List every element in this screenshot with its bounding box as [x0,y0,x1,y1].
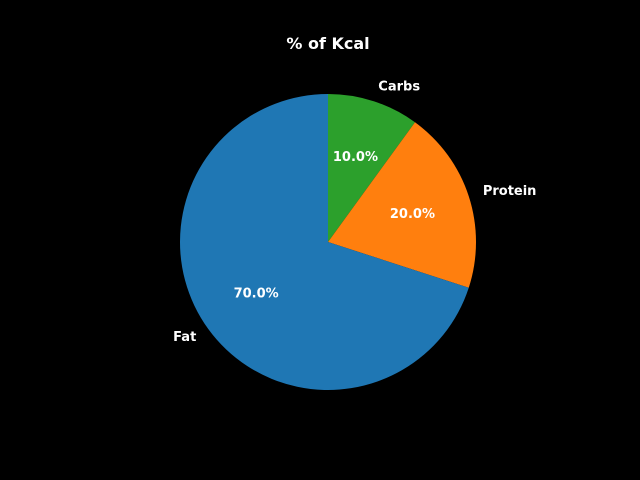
slice-label-protein: Protein [483,184,537,199]
slice-label-carbs: Carbs [378,80,420,95]
pie-slices [180,94,476,390]
pie-slice-fat [180,94,469,390]
pie-labels: Carbs 10.0% Protein 20.0% Fat 70.0% [173,80,536,346]
pie-slice-protein [328,122,476,288]
pie-slice-carbs [328,94,415,242]
slice-percent-protein: 20.0% [390,207,435,222]
slice-percent-carbs: 10.0% [333,150,378,165]
slice-label-fat: Fat [173,330,196,345]
chart-title: % of Kcal [286,34,369,53]
slice-percent-fat: 70.0% [234,287,279,302]
